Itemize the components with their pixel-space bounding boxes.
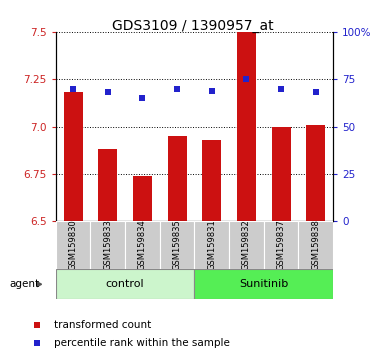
Bar bbox=[306, 125, 325, 221]
Point bbox=[313, 90, 319, 95]
Bar bbox=[237, 32, 256, 221]
Bar bbox=[98, 149, 117, 221]
Point bbox=[209, 88, 215, 93]
Point bbox=[105, 90, 111, 95]
Bar bbox=[202, 140, 221, 221]
Text: GSM159832: GSM159832 bbox=[242, 219, 251, 269]
Text: Sunitinib: Sunitinib bbox=[239, 279, 288, 289]
Text: GSM159834: GSM159834 bbox=[138, 219, 147, 269]
Bar bbox=[229, 221, 264, 269]
Text: GDS3109 / 1390957_at: GDS3109 / 1390957_at bbox=[112, 19, 273, 34]
Polygon shape bbox=[37, 282, 42, 287]
Bar bbox=[125, 221, 160, 269]
Point bbox=[139, 95, 146, 101]
Bar bbox=[264, 221, 298, 269]
Bar bbox=[194, 221, 229, 269]
Text: percentile rank within the sample: percentile rank within the sample bbox=[54, 338, 229, 348]
Bar bbox=[133, 176, 152, 221]
Bar bbox=[90, 221, 125, 269]
Text: control: control bbox=[106, 279, 144, 289]
Bar bbox=[56, 269, 194, 299]
Bar bbox=[64, 92, 83, 221]
Bar bbox=[167, 136, 187, 221]
Bar bbox=[298, 221, 333, 269]
Text: GSM159833: GSM159833 bbox=[103, 219, 112, 270]
Text: GSM159838: GSM159838 bbox=[311, 219, 320, 270]
Text: transformed count: transformed count bbox=[54, 320, 151, 330]
Text: GSM159837: GSM159837 bbox=[276, 219, 286, 270]
Point bbox=[243, 76, 249, 82]
Point bbox=[70, 86, 76, 92]
Point bbox=[174, 86, 180, 92]
Text: GSM159835: GSM159835 bbox=[172, 219, 182, 269]
Text: GSM159830: GSM159830 bbox=[69, 219, 78, 269]
Text: agent: agent bbox=[10, 279, 40, 289]
Point bbox=[278, 86, 284, 92]
Bar bbox=[56, 221, 90, 269]
Bar bbox=[160, 221, 194, 269]
Point bbox=[33, 340, 40, 346]
Bar bbox=[271, 127, 291, 221]
Point bbox=[33, 322, 40, 328]
Bar bbox=[194, 269, 333, 299]
Text: GSM159831: GSM159831 bbox=[207, 219, 216, 269]
